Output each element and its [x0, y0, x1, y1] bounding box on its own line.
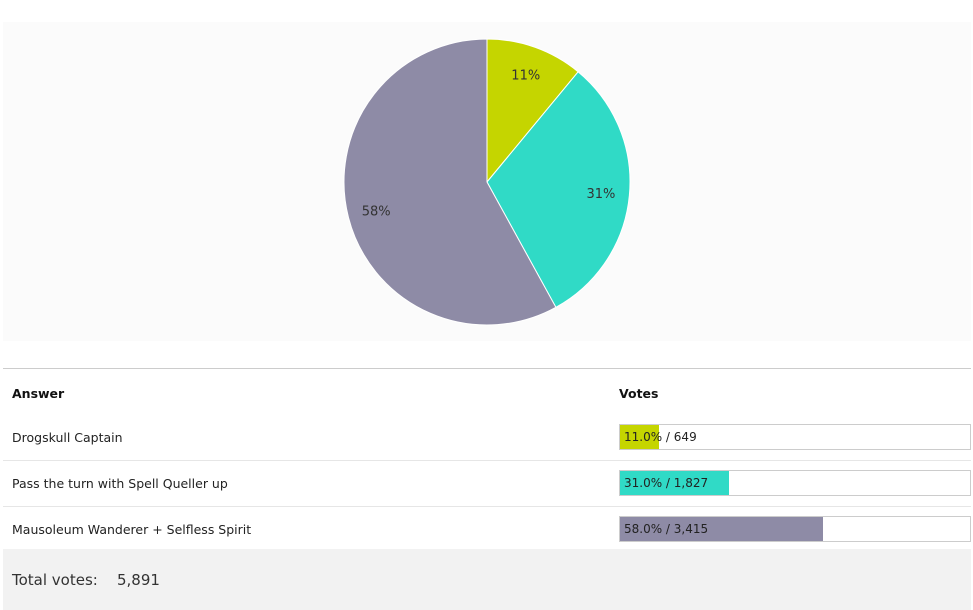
vote-bar-track: 31.0% / 1,827	[619, 470, 971, 496]
table-row: Pass the turn with Spell Queller up 31.0%…	[3, 461, 971, 507]
pie-slice-label: 31%	[586, 187, 615, 202]
vote-bar-text: 11.0% / 649	[624, 430, 697, 444]
table-row: Mausoleum Wanderer + Selfless Spirit 58.0…	[3, 507, 971, 552]
vote-bar-text: 58.0% / 3,415	[624, 522, 709, 536]
answer-label: Mausoleum Wanderer + Selfless Spirit	[12, 522, 252, 537]
pie-slice-label: 11%	[511, 68, 540, 83]
total-votes-value: 5,891	[117, 571, 160, 589]
pie-slice	[486, 71, 631, 308]
votes-column-header: Votes	[619, 386, 659, 401]
vote-bar-fill	[620, 517, 823, 541]
answer-label: Pass the turn with Spell Queller up	[12, 476, 228, 491]
pie-chart-panel: 11% 31% 58%	[3, 22, 971, 341]
table-row: Drogskull Captain 11.0% / 649	[3, 415, 971, 461]
answer-label: Drogskull Captain	[12, 430, 123, 445]
pie-chart: 11% 31% 58%	[343, 38, 631, 326]
vote-bar-fill	[620, 471, 729, 495]
answer-column-header: Answer	[12, 386, 65, 401]
vote-bar-track: 58.0% / 3,415	[619, 516, 971, 542]
pie-slice-label: 58%	[362, 204, 391, 219]
results-table: Answer Votes Drogskull Captain 11.0% / 64…	[3, 368, 971, 552]
total-votes-label: Total votes:	[12, 571, 98, 589]
vote-bar-text: 31.0% / 1,827	[624, 476, 709, 490]
vote-bar-track: 11.0% / 649	[619, 424, 971, 450]
pie-slice	[486, 38, 579, 184]
vote-bar-fill	[620, 425, 659, 449]
total-votes-footer: Total votes: 5,891	[3, 549, 971, 610]
table-header: Answer Votes	[3, 369, 971, 415]
pie-slice	[343, 38, 557, 326]
